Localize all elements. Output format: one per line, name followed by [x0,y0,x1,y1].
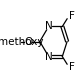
Text: F: F [69,11,75,21]
Text: N: N [45,52,53,62]
Text: O: O [24,37,32,46]
Text: N: N [45,21,53,31]
Text: F: F [69,62,75,72]
Text: methoxy: methoxy [0,37,43,46]
